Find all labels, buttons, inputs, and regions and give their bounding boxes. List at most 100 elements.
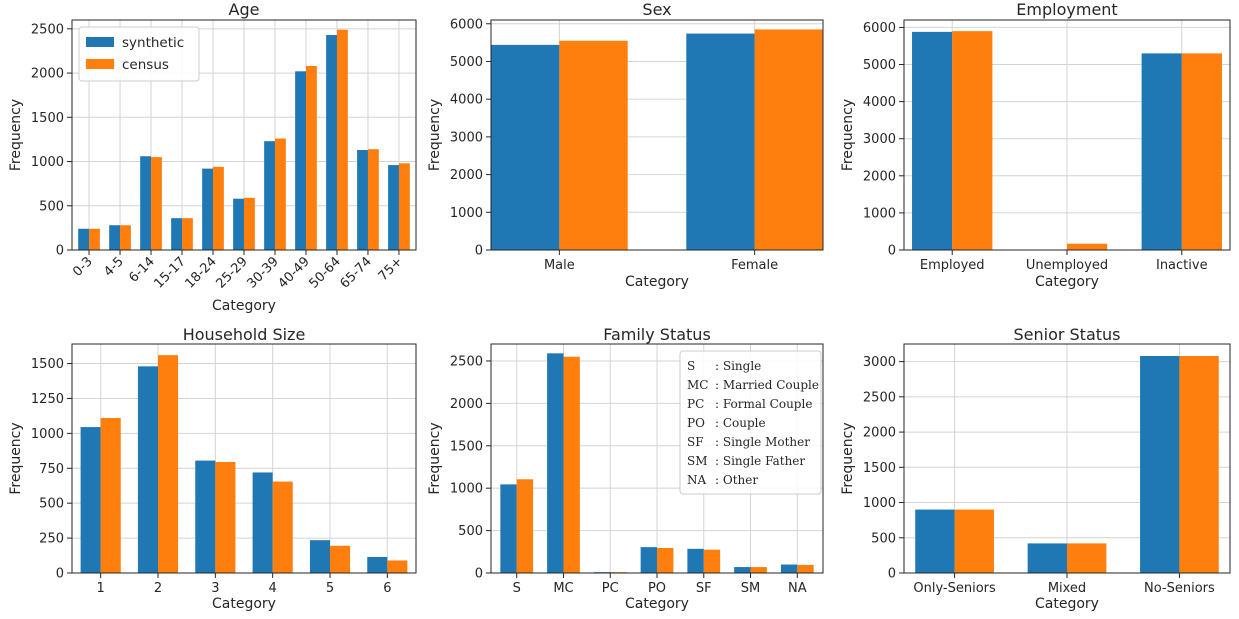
x-tick-label: MC [553, 581, 573, 596]
x-tick-label: S [513, 581, 521, 596]
abbreviation-meaning: : Other [715, 473, 758, 487]
y-tick-label: 3000 [450, 130, 483, 145]
abbreviation-meaning: : Married Couple [715, 378, 819, 392]
abbreviation-code: SF [687, 435, 704, 449]
bar-census-Mixed [1067, 543, 1107, 573]
bar-census-75+ [398, 163, 410, 250]
legend-label-synthetic: synthetic [122, 35, 184, 51]
bar-census-6-14 [151, 157, 162, 250]
bar-synthetic-6 [367, 556, 388, 573]
x-tick-label: SM [741, 581, 760, 596]
bar-synthetic-0-3 [78, 228, 90, 250]
y-tick-label: 6000 [450, 17, 483, 32]
x-tick-label: 4-5 [101, 254, 127, 280]
chart-sex: 0 1000 2000 3000 4000 5000 6000 Male Female Sex Ca… [427, 0, 824, 290]
y-tick-label: 1000 [450, 206, 483, 221]
abbreviation-code: SM [687, 454, 708, 468]
y-tick-label: 5000 [863, 58, 896, 73]
chart-household-size: 0 250 500 750 1000 1250 1500 1 2 3 4 5 6 Household Si… [8, 325, 417, 612]
x-axis-label: Category [212, 596, 276, 612]
x-axis-label: Category [1035, 596, 1099, 612]
bar-census-3 [215, 461, 236, 573]
chart-title: Senior Status [1013, 325, 1120, 344]
y-tick-label: 1000 [450, 482, 483, 497]
bar-census-No-Seniors [1179, 355, 1219, 573]
abbreviation-code: S [687, 359, 695, 373]
bar-census-15-17 [182, 218, 193, 250]
y-tick-label: 1250 [31, 392, 64, 407]
abbreviation-meaning: : Formal Couple [715, 397, 812, 411]
abbreviation-meaning: : Single Father [715, 454, 805, 468]
x-axis-label: Category [625, 274, 689, 290]
x-tick-label: 2 [154, 581, 162, 596]
x-axis-label: Category [1035, 274, 1099, 290]
y-tick-label: 2000 [450, 168, 483, 183]
abbreviation-meaning: : Couple [715, 416, 766, 430]
x-tick-label: NA [788, 581, 807, 596]
bar-synthetic-4-5 [109, 225, 121, 250]
bar-census-50-64 [336, 29, 348, 250]
chart-title: Sex [642, 0, 671, 19]
bar-census-2 [158, 355, 179, 573]
bar-census-25-29 [244, 197, 255, 250]
bar-synthetic-SF [687, 548, 704, 573]
y-tick-label: 6000 [863, 21, 896, 36]
bar-census-MC [563, 356, 580, 573]
chart-title: Family Status [603, 325, 711, 344]
x-tick-label: 1 [97, 581, 105, 596]
x-axis-label: Category [625, 596, 689, 612]
bar-census-Only-Seniors [954, 509, 994, 573]
y-axis-label: Frequency [427, 99, 443, 171]
bar-synthetic-25-29 [233, 198, 244, 250]
bar-synthetic-75+ [388, 165, 399, 250]
bar-synthetic-S [500, 484, 517, 573]
bar-synthetic-5 [309, 540, 330, 573]
y-tick-label: 0 [475, 244, 483, 259]
x-tick-label: 15-17 [152, 254, 189, 291]
bar-synthetic-Male [491, 44, 560, 250]
bar-synthetic-Inactive [1141, 53, 1182, 250]
y-tick-label: 2000 [863, 169, 896, 184]
x-tick-label: PC [602, 581, 619, 596]
bar-census-Male [559, 40, 628, 251]
y-tick-label: 0 [56, 244, 64, 259]
y-tick-label: 0 [888, 244, 896, 259]
bar-synthetic-3 [195, 460, 216, 573]
x-tick-label: 18-24 [183, 254, 220, 291]
y-tick-label: 3000 [863, 355, 896, 370]
x-tick-label: 40-49 [275, 254, 312, 291]
bar-synthetic-PO [640, 547, 657, 573]
x-tick-label: PO [648, 581, 666, 596]
abbreviation-box [679, 350, 822, 495]
chart-family-status: 0 500 1000 1500 2000 2500 S MC PC PO SF SM NA Family … [427, 325, 824, 612]
abbreviation-meaning: : Single Mother [715, 435, 810, 449]
plot-frame [490, 19, 824, 251]
plot-frame [71, 343, 417, 574]
bar-synthetic-2 [137, 366, 158, 573]
bar-synthetic-Only-Seniors [915, 509, 955, 573]
abbreviation-meaning: : Single [715, 359, 761, 373]
x-tick-label: 50-64 [306, 254, 343, 291]
bar-synthetic-NA [780, 564, 798, 573]
chart-senior-status: 0 500 1000 1500 2000 2500 3000 Only-Seniors Mixe… [840, 325, 1231, 612]
bar-synthetic-18-24 [202, 168, 214, 250]
bar-census-SM [750, 567, 767, 573]
x-tick-label: Mixed [1048, 581, 1086, 596]
bar-synthetic-Female [686, 33, 755, 251]
bar-census-40-49 [305, 66, 317, 250]
abbreviation-code: NA [687, 473, 707, 487]
bar-census-6 [387, 560, 408, 573]
y-tick-label: 750 [39, 462, 64, 477]
y-tick-label: 4000 [450, 93, 483, 108]
abbreviation-code: MC [687, 378, 708, 392]
bar-census-Employed [952, 31, 993, 251]
y-tick-label: 2500 [31, 22, 64, 37]
y-tick-label: 2500 [863, 390, 896, 405]
y-tick-label: 250 [39, 532, 64, 547]
bar-census-S [516, 479, 534, 573]
y-tick-label: 1500 [31, 111, 64, 126]
bar-census-PO [657, 547, 674, 573]
y-axis-label: Frequency [8, 422, 24, 494]
bar-census-5 [330, 545, 351, 573]
